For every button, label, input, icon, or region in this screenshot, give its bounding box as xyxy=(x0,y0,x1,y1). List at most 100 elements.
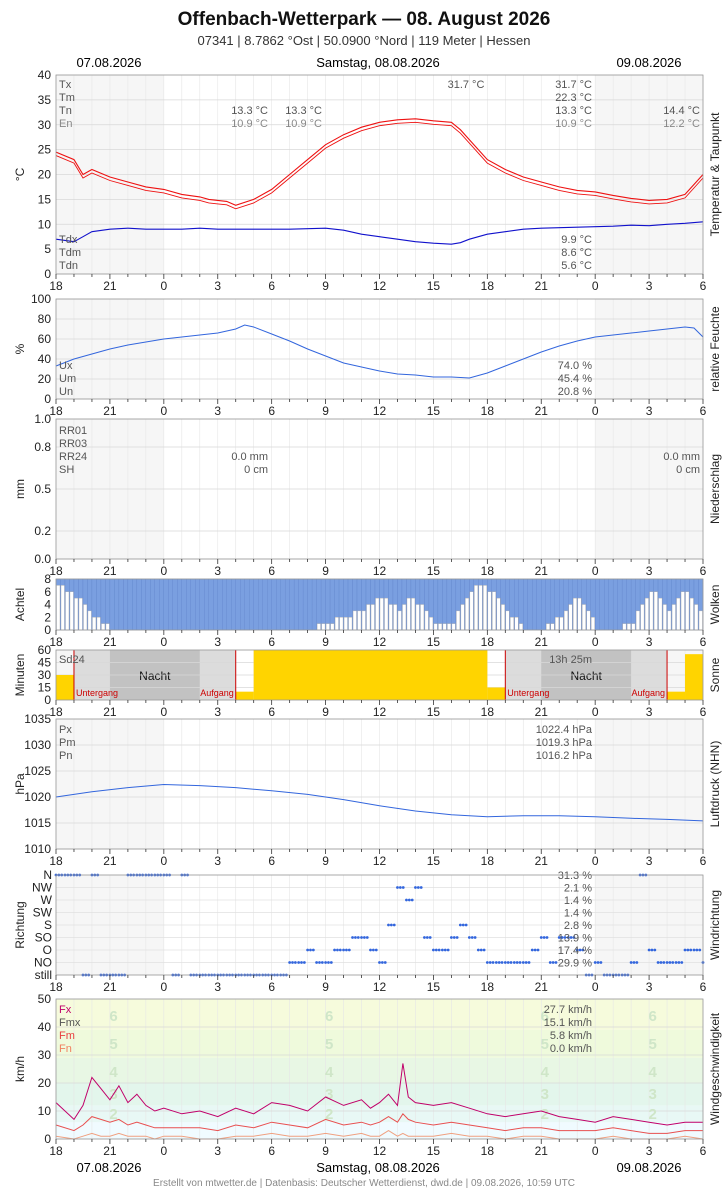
value-label: 45.4 % xyxy=(558,373,592,385)
x-tick-label: 0 xyxy=(592,404,599,418)
x-tick-label: 9 xyxy=(322,279,329,293)
y-tick-label: 50 xyxy=(38,992,52,1006)
x-tick-label: 3 xyxy=(646,705,653,719)
x-tick-label: 3 xyxy=(214,279,221,293)
cloud-bar-bg xyxy=(168,578,173,631)
direction-point xyxy=(524,961,528,964)
cloud-bar-bg xyxy=(446,578,452,631)
series-label: Sd24 xyxy=(59,654,85,666)
x-tick-label: 18 xyxy=(49,635,63,649)
x-tick-label: 12 xyxy=(373,279,387,293)
cloud-bar-bg xyxy=(105,578,111,631)
direction-point xyxy=(425,936,429,939)
sunrise-label: Aufgang xyxy=(632,688,666,698)
direction-point xyxy=(572,936,576,939)
cloud-bar-bg xyxy=(302,578,308,631)
direction-point xyxy=(300,961,303,964)
direction-point xyxy=(315,961,318,964)
cloud-bar-bg xyxy=(271,578,277,631)
y-tick-label: 60 xyxy=(38,643,52,657)
cloud-bar xyxy=(105,623,110,631)
cloud-bar-bg xyxy=(222,578,227,631)
cloud-bar xyxy=(590,617,595,631)
y-tick-label: 1020 xyxy=(24,790,51,804)
x-tick-label: 18 xyxy=(49,564,63,578)
direction-point xyxy=(407,898,411,902)
page-title: Offenbach-Wetterpark — 08. August 2026 xyxy=(178,9,551,30)
beaufort-label: 2 xyxy=(649,1106,657,1123)
direction-point xyxy=(545,936,549,939)
cloud-bar xyxy=(685,591,690,631)
beaufort-label: 4 xyxy=(541,1064,550,1081)
x-tick-label: 15 xyxy=(427,279,441,293)
y-tick-label: 30 xyxy=(38,1048,52,1062)
direction-point xyxy=(551,961,555,964)
value-label: 1016.2 hPa xyxy=(536,750,593,762)
value-label: 9.9 °C xyxy=(561,234,592,246)
x-tick-label: 21 xyxy=(535,854,549,868)
series-label: Tx xyxy=(59,79,72,91)
x-tick-label: 3 xyxy=(646,564,653,578)
cloud-bar xyxy=(501,604,506,631)
x-tick-label: 18 xyxy=(481,564,495,578)
direction-point xyxy=(698,948,702,952)
dewpoint-line xyxy=(55,221,704,245)
cloud-bar xyxy=(56,585,61,631)
sunshine-bar xyxy=(56,675,74,700)
x-tick-label: 3 xyxy=(214,854,221,868)
series-label: Um xyxy=(59,373,76,385)
cloud-bar xyxy=(496,597,501,631)
temperature-line-min xyxy=(55,121,704,210)
direction-point xyxy=(488,961,492,964)
y-tick-label: 45 xyxy=(38,656,52,670)
x-tick-label: 18 xyxy=(49,279,63,293)
direction-point xyxy=(632,961,636,964)
sunshine-total: 13h 25m xyxy=(549,654,592,666)
y-tick-label: 15 xyxy=(38,681,52,695)
cloud-bar xyxy=(546,623,550,631)
x-tick-label: 21 xyxy=(103,279,117,293)
axis-label-y: km/h xyxy=(13,1056,27,1082)
x-tick-label: 21 xyxy=(103,635,117,649)
cloud-bar xyxy=(559,617,564,631)
direction-point xyxy=(593,961,597,964)
beaufort-label: 2 xyxy=(109,1106,117,1123)
cloud-bar-bg xyxy=(195,578,200,631)
direction-point xyxy=(363,936,366,939)
direction-point xyxy=(527,961,531,964)
y-tick-label: 0.0 xyxy=(34,552,51,566)
x-tick-label: 6 xyxy=(268,1144,275,1158)
axis-label-y: Achtel xyxy=(13,588,27,621)
cloud-bar xyxy=(631,623,636,631)
direction-percent: 2.1 % xyxy=(564,883,592,895)
y-tick-label: 10 xyxy=(38,1104,52,1118)
beaufort-label: 4 xyxy=(649,1064,658,1081)
series-label: Tdm xyxy=(59,247,81,259)
x-tick-label: 21 xyxy=(103,564,117,578)
value-label: 22.3 °C xyxy=(555,92,592,104)
cloud-bar xyxy=(698,610,703,631)
y-tick-label: 60 xyxy=(38,332,52,346)
direction-point xyxy=(374,948,378,952)
x-tick-label: 6 xyxy=(268,705,275,719)
x-tick-label: 12 xyxy=(373,404,387,418)
cloud-bar-bg xyxy=(451,578,457,631)
cloud-bar-bg xyxy=(240,578,245,631)
cloud-bar-bg xyxy=(311,578,317,631)
direction-point xyxy=(371,948,375,952)
x-tick-label: 21 xyxy=(535,279,549,293)
cloud-bar xyxy=(433,623,438,631)
x-tick-label: 0 xyxy=(592,1144,599,1158)
cloud-bar-bg xyxy=(550,578,555,631)
cloud-bar-bg xyxy=(226,578,232,631)
direction-point xyxy=(380,961,384,964)
direction-point xyxy=(497,961,501,964)
cloud-bar xyxy=(415,604,420,631)
direction-point xyxy=(563,936,567,939)
direction-point xyxy=(329,961,333,964)
series-label: Ux xyxy=(59,360,73,372)
x-tick-label: 6 xyxy=(268,854,275,868)
direction-point xyxy=(668,961,672,964)
cloud-bar xyxy=(658,597,663,631)
